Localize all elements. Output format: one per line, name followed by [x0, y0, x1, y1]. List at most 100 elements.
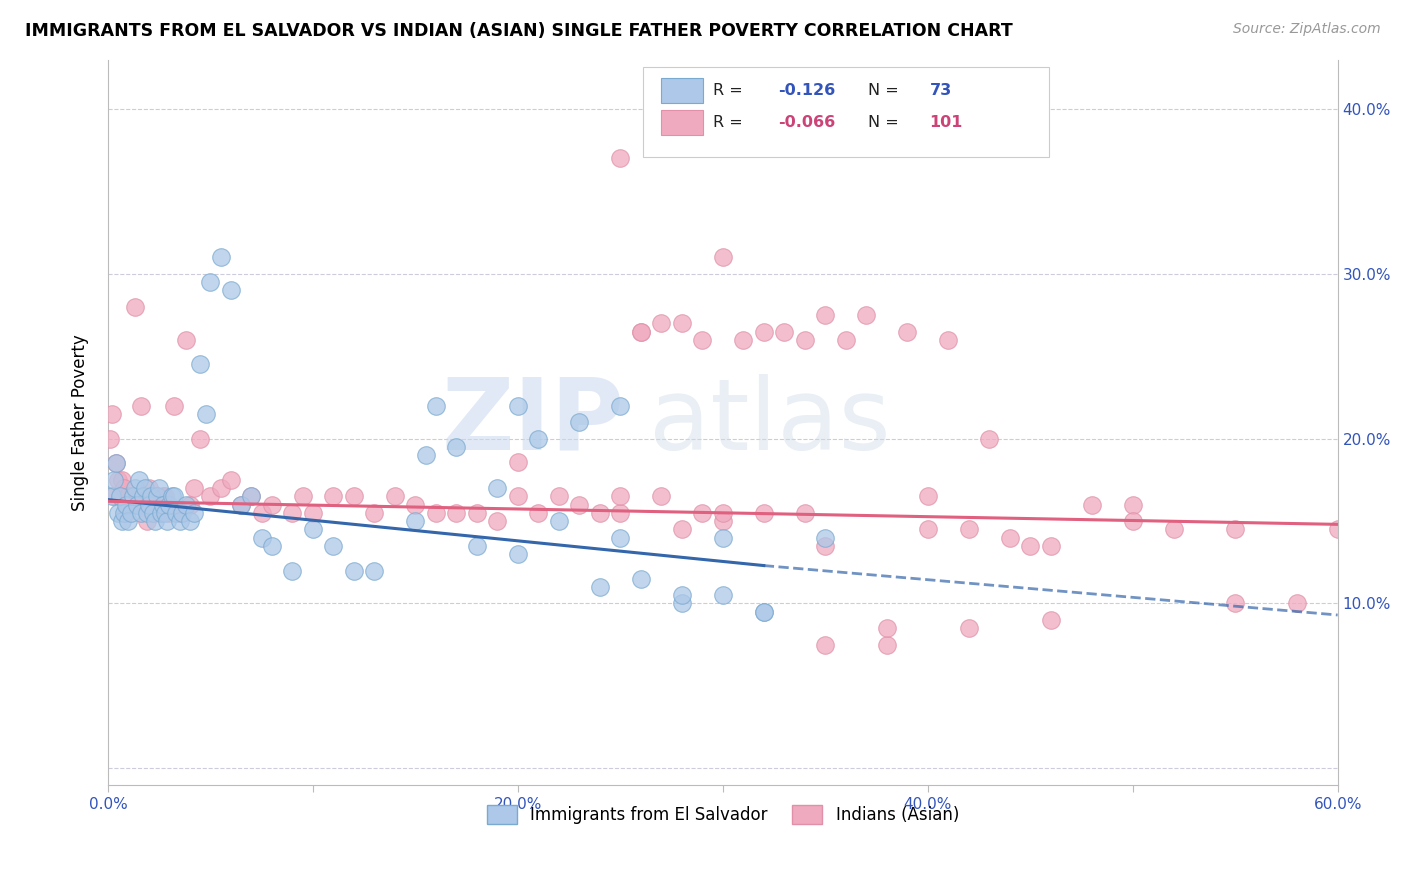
Point: [568, 415, 591, 429]
Point: [671, 522, 693, 536]
Point: [650, 489, 672, 503]
Point: [169, 514, 191, 528]
Point: [547, 489, 569, 503]
Point: [711, 514, 734, 528]
Point: [671, 588, 693, 602]
Point: [609, 506, 631, 520]
Point: [260, 498, 283, 512]
Point: [752, 325, 775, 339]
Point: [711, 588, 734, 602]
Point: [957, 522, 980, 536]
Point: [343, 489, 366, 503]
Point: [630, 572, 652, 586]
Point: [129, 506, 152, 520]
Point: [998, 531, 1021, 545]
Point: [692, 333, 714, 347]
Point: [183, 506, 205, 520]
Point: [281, 564, 304, 578]
Point: [302, 506, 325, 520]
Point: [1122, 514, 1144, 528]
Point: [260, 539, 283, 553]
Point: [142, 506, 165, 520]
Point: [465, 506, 488, 520]
Point: [169, 506, 191, 520]
Point: [711, 251, 734, 265]
Point: [415, 448, 437, 462]
Point: [1039, 613, 1062, 627]
Point: [609, 152, 631, 166]
Legend: Immigrants from El Salvador, Indians (Asian): Immigrants from El Salvador, Indians (As…: [479, 799, 966, 830]
Point: [979, 432, 1001, 446]
Point: [446, 506, 468, 520]
Point: [162, 399, 184, 413]
Point: [404, 498, 426, 512]
Point: [752, 605, 775, 619]
Point: [589, 580, 612, 594]
Point: [814, 308, 837, 322]
Point: [609, 399, 631, 413]
Point: [711, 531, 734, 545]
Point: [155, 489, 177, 503]
Point: [1039, 539, 1062, 553]
Point: [609, 531, 631, 545]
Point: [281, 506, 304, 520]
Point: [103, 473, 125, 487]
Point: [219, 283, 242, 297]
Text: IMMIGRANTS FROM EL SALVADOR VS INDIAN (ASIAN) SINGLE FATHER POVERTY CORRELATION : IMMIGRANTS FROM EL SALVADOR VS INDIAN (A…: [25, 22, 1014, 40]
Point: [506, 547, 529, 561]
Point: [568, 498, 591, 512]
Point: [107, 473, 129, 487]
Point: [129, 399, 152, 413]
FancyBboxPatch shape: [661, 111, 703, 135]
Text: R =: R =: [713, 115, 748, 130]
Point: [692, 506, 714, 520]
Point: [793, 506, 815, 520]
Point: [322, 489, 344, 503]
Point: [101, 407, 124, 421]
Point: [240, 489, 263, 503]
Point: [793, 333, 815, 347]
Point: [855, 308, 877, 322]
Point: [195, 407, 218, 421]
Point: [1080, 498, 1102, 512]
Point: [835, 333, 858, 347]
Point: [150, 506, 173, 520]
Point: [134, 481, 156, 495]
Text: N =: N =: [868, 115, 904, 130]
Point: [527, 432, 550, 446]
Point: [957, 621, 980, 635]
Point: [121, 489, 143, 503]
Point: [124, 300, 146, 314]
Point: [112, 481, 135, 495]
Point: [160, 489, 183, 503]
Point: [107, 506, 129, 520]
Text: R =: R =: [713, 83, 748, 98]
Point: [917, 522, 939, 536]
Point: [404, 514, 426, 528]
Point: [630, 325, 652, 339]
Point: [936, 333, 959, 347]
Point: [183, 481, 205, 495]
Point: [240, 489, 263, 503]
Point: [138, 498, 160, 512]
Point: [110, 489, 132, 503]
Point: [231, 498, 253, 512]
Point: [671, 597, 693, 611]
Point: [291, 489, 314, 503]
Point: [1163, 522, 1185, 536]
Point: [155, 506, 177, 520]
Point: [162, 489, 184, 503]
Point: [733, 333, 755, 347]
Point: [446, 440, 468, 454]
Point: [128, 498, 150, 512]
Point: [152, 498, 174, 512]
Point: [105, 456, 128, 470]
Point: [527, 506, 550, 520]
Point: [752, 506, 775, 520]
Text: 73: 73: [929, 83, 952, 98]
Point: [128, 473, 150, 487]
Point: [117, 514, 139, 528]
Point: [917, 489, 939, 503]
Point: [209, 481, 232, 495]
Text: -0.066: -0.066: [778, 115, 835, 130]
